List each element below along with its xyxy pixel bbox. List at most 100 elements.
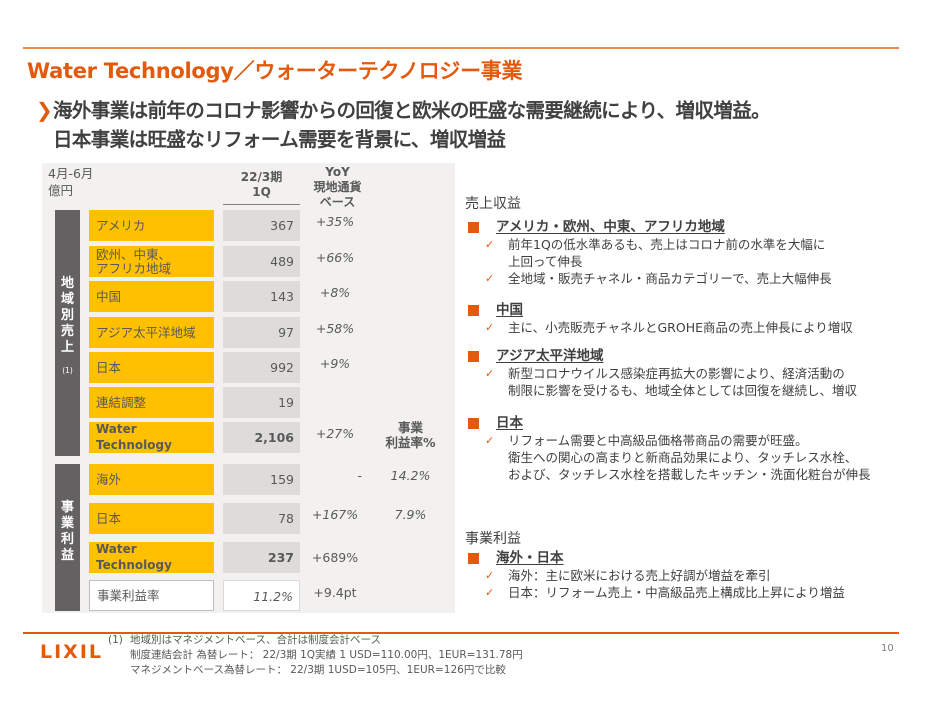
- row-label: 欧州、中東、 アフリカ地域: [89, 246, 214, 277]
- list-item: ✓ 前年1Qの低水準あるも、売上はコロナ前の水準を大幅に 上回って伸長: [468, 236, 908, 270]
- section-label-char: 益: [60, 548, 74, 563]
- row-yoy: +167%: [311, 507, 359, 522]
- column-header-yoy-line1: YoY: [325, 165, 350, 179]
- page-number: 10: [881, 643, 894, 654]
- section-label-char: 上: [60, 340, 74, 355]
- headline-line-2: 日本事業は旺盛なリフォーム需要を背景に、増収増益: [53, 128, 506, 151]
- commentary-group-overseas-japan: 海外・日本 ✓ 海外：主に欧米における売上好調が増益を牽引 ✓ 日本：リフォーム…: [468, 549, 908, 601]
- section-label-char: 事: [60, 500, 74, 515]
- table-unit: 4月-6月 億円: [48, 165, 93, 199]
- list-item-line: 前年1Qの低水準あるも、売上はコロナ前の水準を大幅に: [508, 237, 826, 252]
- page-title: Water Technology／ウォーターテクノロジー事業: [27, 59, 523, 83]
- row-margin: 14.2%: [390, 468, 431, 483]
- column-header-margin-line2: 利益率%: [385, 435, 436, 450]
- row-value: 143: [223, 281, 300, 312]
- list-item-line: 上回って伸長: [508, 254, 583, 269]
- row-value: 992: [223, 352, 300, 383]
- headline-line-1: 海外事業は前年のコロナ影響からの回復と欧米の旺盛な需要継続により、増収増益。: [53, 99, 771, 122]
- list-item: ✓ 全地域・販売チャネル・商品カテゴリーで、売上大幅伸長: [468, 270, 908, 287]
- square-bullet-icon: [468, 418, 479, 429]
- row-label: 中国: [89, 281, 214, 312]
- row-yoy: [300, 387, 370, 418]
- list-item: ✓ リフォーム需要と中高級品価格帯商品の需要が旺盛。 衛生への関心の高まりと新商…: [468, 432, 908, 483]
- section-label-char: 域: [60, 292, 74, 307]
- row-label: Water Technology: [89, 422, 214, 453]
- row-label: 海外: [89, 464, 214, 495]
- row-value: 489: [223, 246, 300, 277]
- group-heading-text: アメリカ・欧州、中東、アフリカ地域: [496, 219, 725, 235]
- row-value: 97: [223, 317, 300, 348]
- lixil-logo: LIXIL: [40, 641, 104, 663]
- currency-unit-label: 億円: [48, 183, 74, 198]
- column-header-margin-line1: 事業: [397, 420, 423, 435]
- commentary-sales-title: 売上収益: [465, 196, 521, 212]
- commentary-group-asia-pacific: アジア太平洋地域 ✓ 新型コロナウイルス感染症再拡大の影響により、経済活動の 制…: [468, 347, 908, 399]
- list-item-line: 日本：リフォーム売上・中高級品売上構成比上昇により増益: [508, 585, 845, 600]
- section-label-char: 地: [60, 276, 74, 291]
- list-item-line: 全地域・販売チャネル・商品カテゴリーで、売上大幅伸長: [508, 271, 832, 286]
- row-label-line1: Water: [96, 542, 137, 556]
- square-bullet-icon: [468, 222, 479, 233]
- row-label: アメリカ: [89, 210, 214, 241]
- row-yoy: +8%: [319, 285, 351, 300]
- row-value: 159: [223, 464, 300, 495]
- headline: ❯ 海外事業は前年のコロナ影響からの回復と欧米の旺盛な需要継続により、増収増益。…: [36, 96, 771, 154]
- section-label-char: 業: [60, 516, 74, 531]
- column-header-yoy-line3: ベース: [319, 195, 356, 209]
- row-label-line2: Technology: [96, 558, 172, 572]
- footnote-line-3: マネジメントベース為替レート： 22/3期 1USD=105円、1EUR=126…: [130, 664, 506, 676]
- footnote-line-1: (1) 地域別はマネジメントベース、合計は制度会計ベース: [108, 633, 523, 648]
- checkmark-icon: ✓: [485, 272, 495, 285]
- list-item-line: 主に、小売販売チャネルとGROHE商品の売上伸長により増収: [508, 320, 853, 335]
- column-header-margin: 事業 利益率%: [378, 420, 443, 450]
- section-label-char: 利: [60, 532, 74, 547]
- group-heading: 海外・日本: [468, 549, 908, 567]
- section-label-regional-sales: 地 域 別 売 上 (1): [55, 210, 80, 456]
- row-label: 日本: [89, 503, 214, 534]
- checkmark-icon: ✓: [485, 434, 495, 447]
- section-label-char: 売: [60, 324, 74, 339]
- list-item: ✓ 新型コロナウイルス感染症再拡大の影響により、経済活動の 制限に影響を受けるも…: [468, 365, 908, 399]
- row-yoy: +35%: [315, 214, 355, 229]
- list-item: ✓ 海外：主に欧米における売上好調が増益を牽引: [468, 567, 908, 584]
- row-label-line1: Water: [96, 422, 137, 436]
- period-label: 4月-6月: [48, 166, 94, 181]
- column-header-yoy-line2: 現地通貨: [313, 180, 362, 194]
- column-header-period: 22/3期 1Q: [223, 170, 300, 205]
- row-label-line2: Technology: [96, 438, 172, 452]
- column-header-yoy: YoY 現地通貨 ベース: [300, 165, 375, 210]
- list-item-line: 海外：主に欧米における売上好調が増益を牽引: [508, 568, 771, 583]
- section-label-business-profit: 事 業 利 益: [55, 464, 80, 611]
- group-heading-text: アジア太平洋地域: [496, 348, 604, 364]
- row-label: アジア太平洋地域: [89, 317, 214, 348]
- group-heading: アメリカ・欧州、中東、アフリカ地域: [468, 218, 908, 236]
- row-value: 19: [223, 387, 300, 418]
- commentary-profit-title: 事業利益: [465, 531, 521, 547]
- column-header-period-line2: 1Q: [252, 185, 271, 199]
- bottom-rule: [23, 632, 899, 634]
- commentary-group-japan: 日本 ✓ リフォーム需要と中高級品価格帯商品の需要が旺盛。 衛生への関心の高まり…: [468, 414, 908, 483]
- group-heading-text: 海外・日本: [496, 550, 564, 566]
- commentary-group-china: 中国 ✓ 主に、小売販売チャネルとGROHE商品の売上伸長により増収: [468, 301, 908, 336]
- row-label-line1: 欧州、中東、: [96, 246, 172, 262]
- row-value: 11.2%: [223, 580, 300, 611]
- row-label: Water Technology: [89, 542, 214, 573]
- row-value: 78: [223, 503, 300, 534]
- column-header-underline: [223, 204, 300, 205]
- row-margin: 7.9%: [394, 507, 427, 522]
- footnote-marker: (1): [62, 366, 73, 375]
- list-item-line: および、タッチレス水栓を搭載したキッチン・洗面化粧台が伸長: [508, 467, 871, 482]
- checkmark-icon: ✓: [485, 367, 495, 380]
- row-value: 237: [223, 542, 300, 573]
- row-value: 2,106: [223, 422, 300, 453]
- list-item-line: 衛生への関心の高まりと新商品効果により、タッチレス水栓、: [508, 450, 858, 465]
- footnote-line-2: 制度連結会計 為替レート： 22/3期 1Q実績 1 USD=110.00円、1…: [130, 649, 523, 661]
- footnote-text: 地域別はマネジメントベース、合計は制度会計ベース: [130, 634, 381, 646]
- footnote: (1) 地域別はマネジメントベース、合計は制度会計ベース 制度連結会計 為替レート…: [108, 633, 523, 678]
- list-item-line: リフォーム需要と中高級品価格帯商品の需要が旺盛。: [508, 433, 808, 448]
- row-yoy: +9%: [319, 356, 351, 371]
- group-heading: 中国: [468, 301, 908, 319]
- commentary-group-americas-emea: アメリカ・欧州、中東、アフリカ地域 ✓ 前年1Qの低水準あるも、売上はコロナ前の…: [468, 218, 908, 287]
- group-heading: アジア太平洋地域: [468, 347, 908, 365]
- checkmark-icon: ✓: [485, 321, 495, 334]
